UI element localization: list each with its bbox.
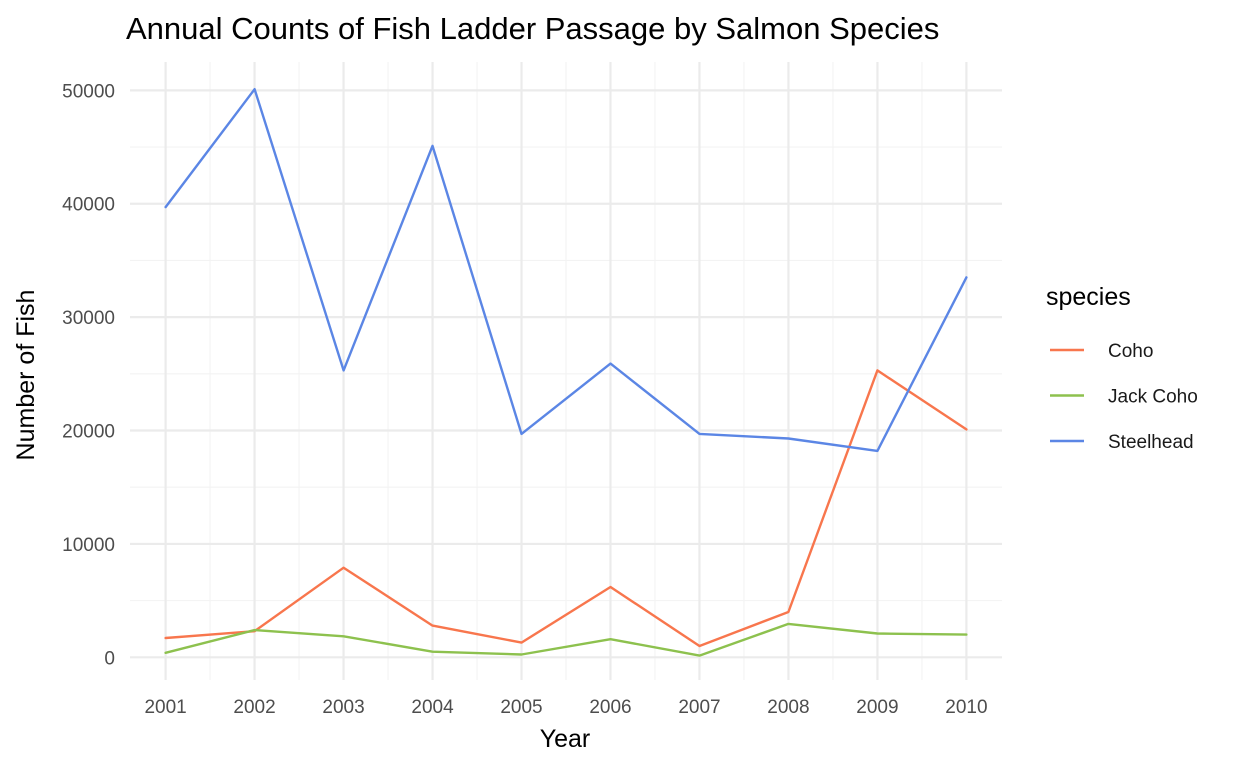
x-tick-label: 2005	[500, 697, 542, 718]
series-line-coho	[164, 369, 968, 648]
x-tick-label: 2004	[411, 697, 454, 718]
y-tick-label: 40000	[62, 195, 115, 216]
x-tick-label: 2001	[144, 697, 186, 718]
legend-label-coho: Coho	[1108, 341, 1153, 362]
x-tick-label: 2008	[767, 697, 809, 718]
chart-title: Annual Counts of Fish Ladder Passage by …	[126, 11, 939, 46]
legend-label-steelhead: Steelhead	[1108, 432, 1194, 453]
series-line-steelhead	[164, 87, 968, 453]
y-tick-label: 10000	[62, 535, 115, 556]
y-tick-label: 30000	[62, 308, 115, 329]
y-tick-label: 0	[104, 648, 115, 669]
legend-title: species	[1046, 283, 1131, 311]
y-axis-title: Number of Fish	[12, 290, 40, 461]
y-tick-label: 20000	[62, 422, 115, 443]
x-tick-label: 2003	[322, 697, 364, 718]
y-axis-ticks: 0 10000 20000 30000 40000 50000	[62, 81, 115, 669]
x-axis-title: Year	[540, 725, 591, 753]
x-tick-label: 2009	[856, 697, 898, 718]
plot-grid	[130, 62, 1002, 680]
legend: species Coho Jack Coho Steelhead	[1046, 283, 1198, 453]
x-tick-label: 2002	[233, 697, 275, 718]
x-axis-ticks: 2001 2002 2003 2004 2005 2006 2007 2008 2009 2010	[144, 697, 987, 718]
y-tick-label: 50000	[62, 81, 115, 102]
x-tick-label: 2006	[589, 697, 631, 718]
plot-series	[164, 87, 968, 657]
x-tick-label: 2007	[678, 697, 720, 718]
x-tick-label: 2010	[945, 697, 987, 718]
legend-label-jack-coho: Jack Coho	[1108, 387, 1198, 408]
series-line-jack-coho	[164, 622, 968, 657]
